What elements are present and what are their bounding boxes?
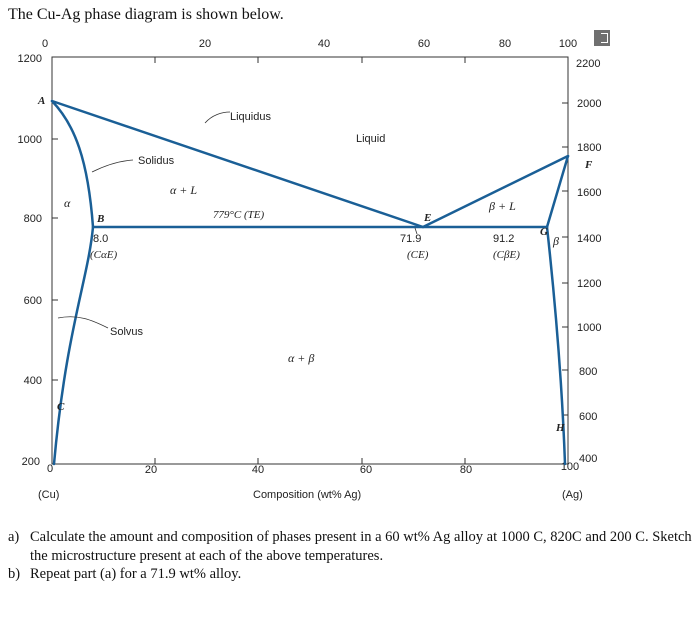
phase-diagram: 0 20 40 60 80 100 0 20 40 60 80 100 1200…: [18, 38, 602, 501]
top-tick-20: 20: [199, 38, 211, 50]
solvus-alpha-curve: [52, 225, 95, 466]
intro-text: The Cu-Ag phase diagram is shown below.: [8, 6, 284, 23]
solvus-beta-curve: [545, 225, 567, 466]
c-e-value: 71.9: [400, 233, 421, 245]
right-tick-1200: 1200: [577, 278, 601, 290]
beta-plus-liquid-region-label: β + L: [488, 199, 516, 213]
liquidus-label: Liquidus: [230, 111, 271, 123]
point-h-label: H: [555, 422, 565, 434]
c-beta-label: (CβE): [493, 249, 520, 261]
bottom-tick-40: 40: [252, 464, 264, 476]
solidus-leader: [91, 159, 134, 173]
bottom-tick-0: 0: [47, 463, 53, 475]
alpha-plus-beta-region-label: α + β: [288, 351, 314, 365]
question-b-text: Repeat part (a) for a 71.9 wt% alloy.: [30, 566, 242, 582]
left-tick-1000: 1000: [18, 134, 42, 146]
alpha-region-label: α: [64, 196, 71, 210]
point-b-label: B: [96, 213, 104, 225]
point-g-label: G: [540, 226, 548, 238]
left-tick-1200: 1200: [18, 53, 42, 65]
right-tick-400: 400: [579, 453, 597, 465]
question-b-label: b): [8, 566, 21, 582]
ag-end-label: (Ag): [562, 489, 583, 501]
top-ticks: [51, 57, 569, 63]
right-tick-2000: 2000: [577, 98, 601, 110]
solidus-alpha-curve: [50, 99, 95, 229]
right-ticks: [562, 102, 568, 416]
cu-end-label: (Cu): [38, 489, 59, 501]
point-e-label: E: [423, 212, 431, 224]
beta-region-label: β: [552, 234, 559, 248]
solidus-beta-line: [545, 154, 570, 229]
top-tick-0: 0: [42, 38, 48, 50]
alpha-plus-liquid-region-label: α + L: [170, 183, 197, 197]
top-tick-40: 40: [318, 38, 330, 50]
top-tick-80: 80: [499, 38, 511, 50]
point-a-label: A: [37, 95, 45, 107]
question-a-text: Calculate the amount and composition of …: [30, 529, 692, 564]
solvus-leader: [57, 316, 109, 329]
top-tick-100: 100: [559, 38, 577, 50]
plot-frame: [51, 56, 569, 465]
right-tick-1000: 1000: [577, 322, 601, 334]
left-tick-400: 400: [24, 375, 42, 387]
right-tick-1600: 1600: [577, 187, 601, 199]
bottom-ticks: [154, 458, 466, 464]
left-tick-800: 800: [24, 213, 42, 225]
solidus-label: Solidus: [138, 155, 175, 167]
left-tick-200: 200: [22, 456, 40, 468]
bottom-tick-60: 60: [360, 464, 372, 476]
left-ticks: [52, 138, 58, 381]
question-a: a) Calculate the amount and composition …: [8, 528, 694, 565]
solvus-label: Solvus: [110, 326, 144, 338]
point-c-label: C: [57, 401, 65, 413]
liquid-region-label: Liquid: [356, 133, 385, 145]
liquidus-right-line: [421, 154, 570, 229]
pdf-corner-icon: [594, 30, 610, 46]
bottom-tick-100: 100: [561, 461, 579, 473]
c-alpha-value: 8.0: [93, 233, 108, 245]
eutectic-temperature-label: 779°C (TE): [213, 209, 264, 221]
x-axis-label: Composition (wt% Ag): [253, 489, 361, 501]
right-tick-1800: 1800: [577, 142, 601, 154]
liquidus-leader: [204, 111, 231, 124]
bottom-tick-80: 80: [460, 464, 472, 476]
right-tick-600: 600: [579, 411, 597, 423]
question-b: b) Repeat part (a) for a 71.9 wt% alloy.: [8, 565, 694, 584]
right-tick-2200: 2200: [576, 58, 600, 70]
right-tick-800: 800: [579, 366, 597, 378]
bottom-tick-20: 20: [145, 464, 157, 476]
liquidus-left-line: [50, 99, 425, 229]
ce-leader: [414, 227, 418, 235]
right-tick-1400: 1400: [577, 233, 601, 245]
c-beta-value: 91.2: [493, 233, 514, 245]
c-e-label: (CE): [407, 249, 429, 261]
top-tick-60: 60: [418, 38, 430, 50]
questions: a) Calculate the amount and composition …: [8, 528, 694, 584]
right-unit-label: F: [584, 159, 593, 171]
c-alpha-label: (CαE): [90, 249, 117, 261]
left-tick-600: 600: [24, 295, 42, 307]
question-a-label: a): [8, 529, 20, 545]
